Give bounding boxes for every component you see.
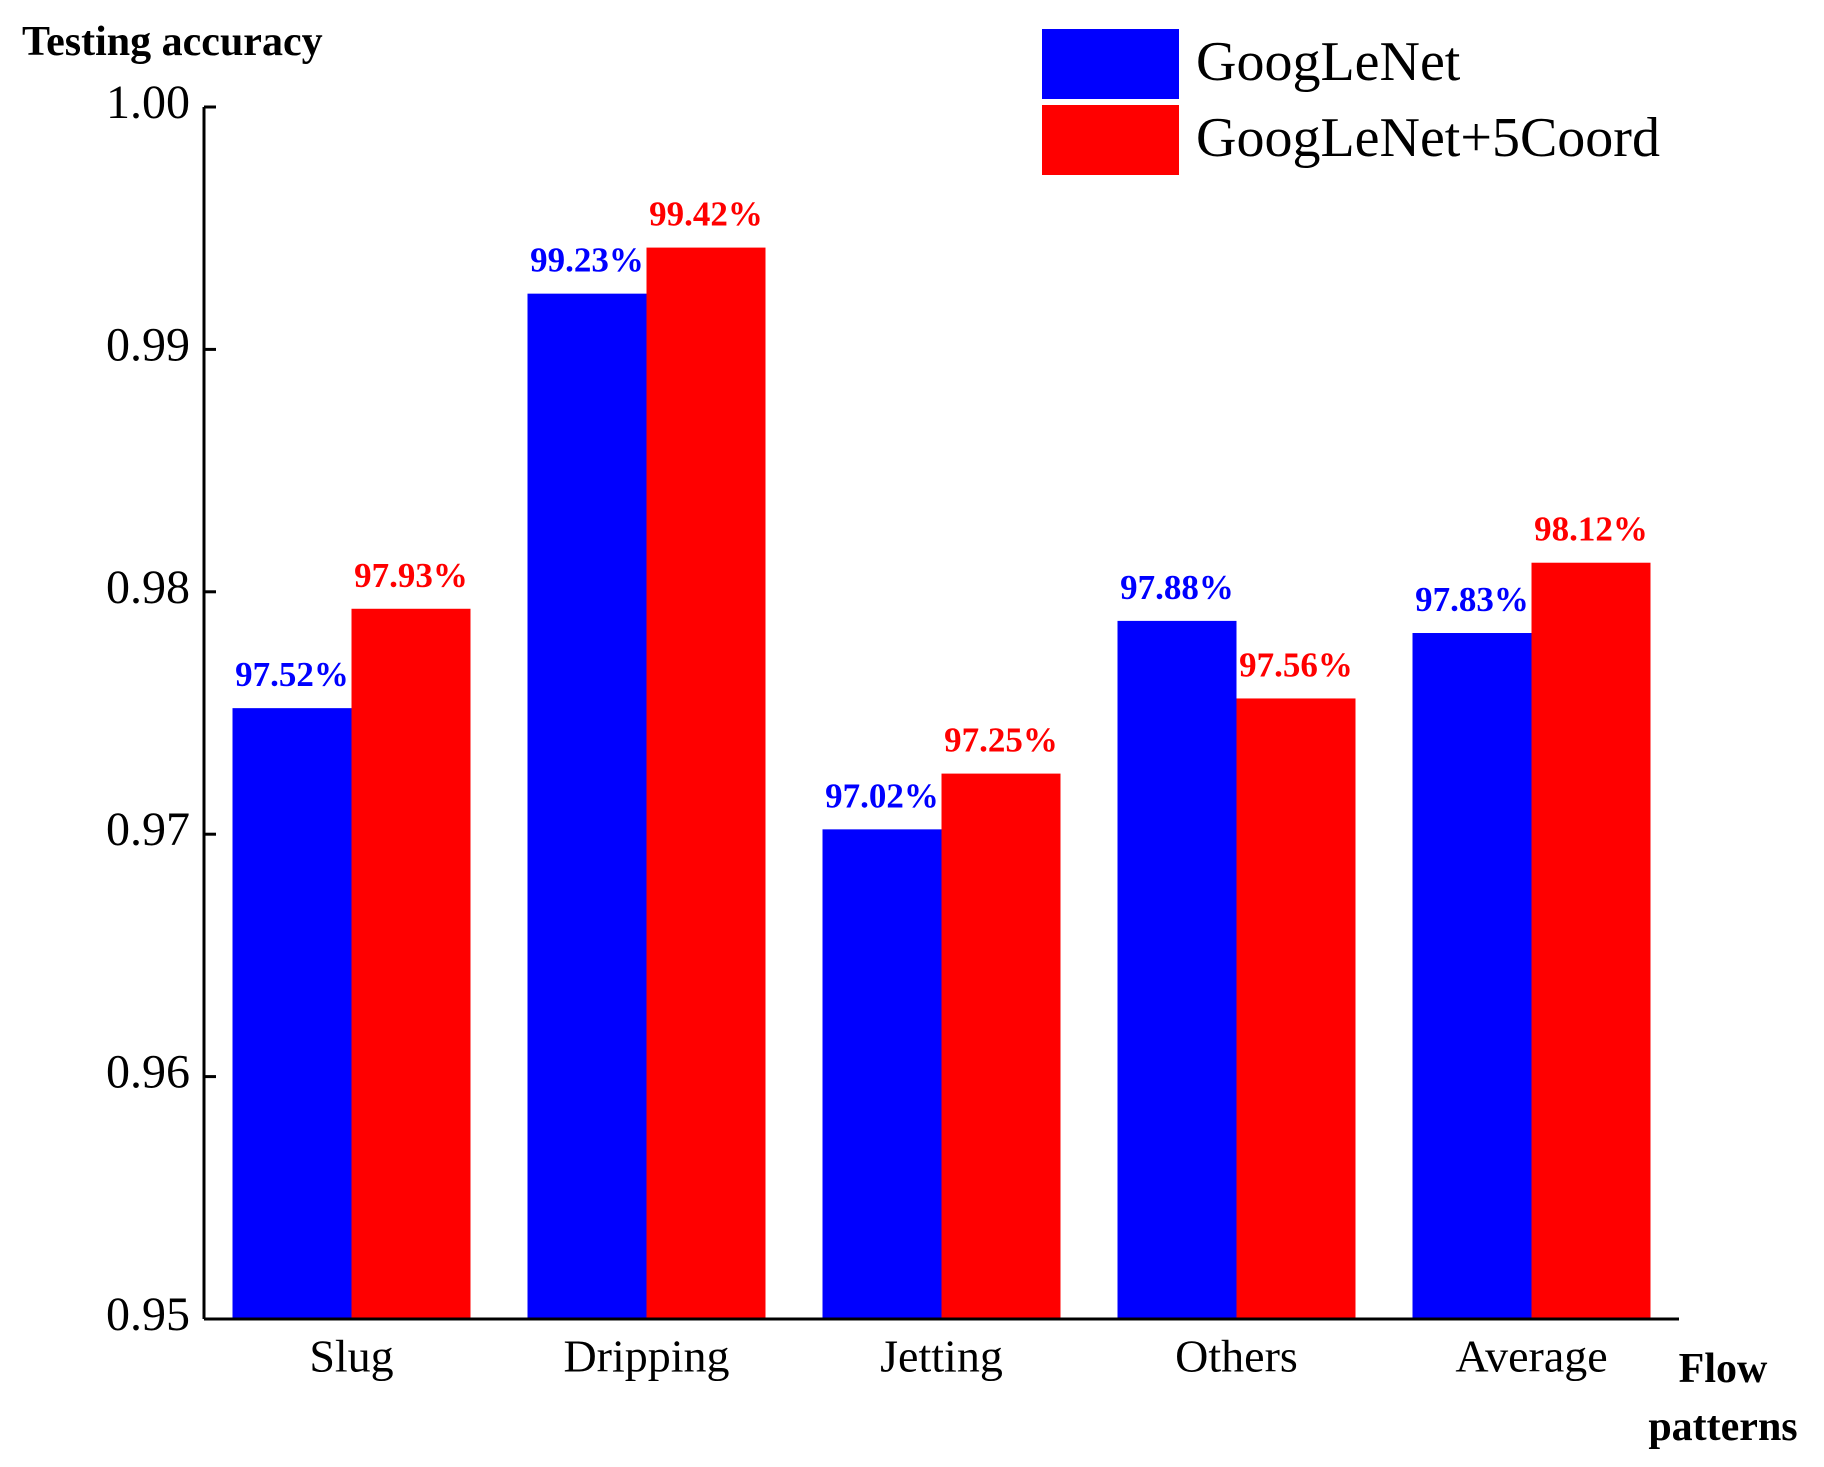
legend-swatch [1042, 105, 1179, 175]
bar [527, 293, 647, 1320]
bar [1236, 698, 1356, 1319]
value-label: 97.93% [354, 556, 468, 595]
bar [1412, 633, 1532, 1319]
value-label: 97.83% [1415, 580, 1529, 619]
y-tick-label: 0.96 [106, 1046, 190, 1099]
bar [646, 247, 766, 1319]
value-label: 97.52% [235, 655, 349, 694]
bar [232, 708, 352, 1319]
value-label: 99.42% [649, 195, 763, 234]
legend-label: GoogLeNet+5Coord [1196, 107, 1660, 169]
bar [822, 829, 942, 1319]
value-label: 97.56% [1239, 645, 1353, 684]
y-axis-title: Testing accuracy [22, 19, 323, 65]
value-label: 98.12% [1534, 510, 1648, 549]
x-tick-label: Jetting [880, 1331, 1003, 1382]
legend-swatch [1042, 29, 1179, 99]
x-tick-label: Dripping [563, 1331, 729, 1382]
value-label: 97.02% [825, 776, 939, 815]
bar [941, 773, 1061, 1319]
y-tick-label: 0.97 [106, 803, 190, 856]
value-label: 97.88% [1120, 568, 1234, 607]
y-tick-label: 0.95 [106, 1288, 190, 1341]
legend-label: GoogLeNet [1196, 31, 1461, 93]
y-tick-label: 1.00 [106, 76, 190, 129]
y-tick-label: 0.98 [106, 561, 190, 614]
y-tick-label: 0.99 [106, 318, 190, 371]
bar [1531, 562, 1651, 1319]
value-label: 99.23% [530, 241, 644, 280]
bar [1117, 620, 1237, 1319]
x-tick-label: Slug [309, 1331, 393, 1382]
bar [351, 608, 471, 1319]
x-axis-title: Flow patterns [1648, 1346, 1798, 1450]
value-label: 97.25% [944, 721, 1058, 760]
x-tick-label: Average [1455, 1331, 1607, 1382]
x-tick-label: Others [1175, 1331, 1298, 1382]
